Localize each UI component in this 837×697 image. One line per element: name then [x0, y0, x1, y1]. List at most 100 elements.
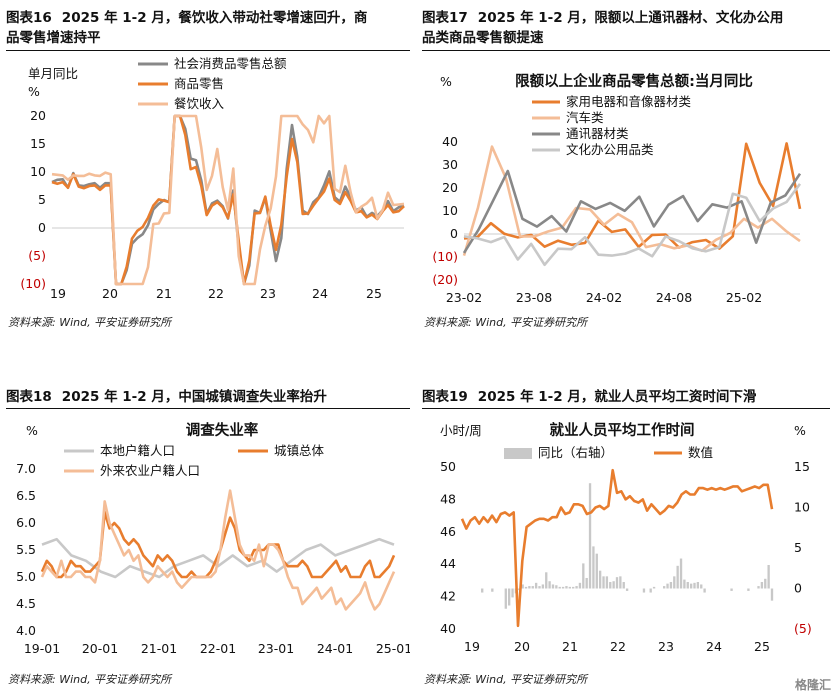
bar: [504, 588, 507, 609]
panel-16: 图表16 2025 年 1-2 月，餐饮收入带动社零增速回升，商 品零售增速持平 …: [6, 8, 410, 338]
panel-16-title-line1: 2025 年 1-2 月，餐饮收入带动社零增速回升，商: [61, 10, 368, 26]
bar: [609, 582, 612, 589]
bar: [588, 483, 592, 589]
bar: [592, 546, 595, 589]
legend-label: 同比（右轴）: [538, 445, 613, 460]
y-tick-label: 42: [440, 589, 456, 604]
bar: [770, 588, 774, 601]
series-line: [463, 183, 802, 267]
bar: [538, 586, 541, 589]
x-tick-label: 23-02: [446, 290, 482, 305]
x-tick-label: 22-01: [200, 641, 236, 656]
y-tick-label: 10: [442, 203, 458, 218]
panel-19-label: 图表19: [422, 389, 468, 405]
bar: [521, 584, 524, 589]
chart-17: 限额以上企业商品零售总额:当月同比% 40 30 20 10 0 (10) (20) 23-02…: [422, 54, 830, 312]
legend-label: 本地户籍人口: [100, 443, 175, 458]
bar: [686, 582, 689, 589]
panel-19-title: 2025 年 1-2 月，就业人员平均工资时间下滑: [477, 389, 757, 405]
watermark-logo: 格隆汇: [795, 676, 831, 693]
panel-17-title-line2: 品类商品零售额提速: [422, 30, 544, 46]
bar: [568, 586, 571, 589]
legend-swatch: [504, 448, 532, 459]
x-tick-label: 20: [102, 286, 118, 301]
bar: [558, 586, 561, 589]
bar: [582, 563, 585, 589]
bar: [508, 588, 511, 606]
x-tick-label: 25: [754, 639, 770, 654]
bar: [666, 583, 669, 589]
panel-17-label: 图表17: [422, 10, 468, 26]
bar: [602, 576, 605, 589]
bar: [585, 577, 588, 589]
bar: [528, 586, 531, 589]
bar: [605, 576, 609, 589]
bar: [561, 586, 565, 589]
y-axis-label: %: [28, 84, 40, 99]
x-tick-label: 19: [50, 286, 66, 301]
panel-17: 图表17 2025 年 1-2 月，限额以上通讯器材、文化办公用 品类商品零售额提…: [422, 8, 830, 338]
y-tick-label: 50: [440, 459, 456, 474]
y-tick-label: 5.5: [16, 542, 36, 557]
bar: [565, 586, 568, 589]
y-tick-label: 10: [30, 164, 46, 179]
bar: [511, 588, 514, 598]
y-tick-label: 0: [38, 220, 46, 235]
y-tick-label: 4.0: [16, 623, 36, 638]
series-line: [462, 169, 802, 254]
bar: [696, 582, 700, 589]
bar: [642, 588, 646, 593]
bar: [689, 583, 693, 589]
panel-18-label: 图表18: [6, 389, 52, 405]
y-tick-label: 0: [450, 226, 458, 241]
bar: [551, 584, 555, 589]
panel-17-header: 图表17 2025 年 1-2 月，限额以上通讯器材、文化办公用 品类商品零售额提…: [422, 8, 830, 51]
bar: [598, 570, 602, 589]
legend-label: 餐饮收入: [174, 96, 225, 111]
x-tick-label: 24: [312, 286, 328, 301]
y-tick-label: 40: [442, 134, 458, 149]
bar: [541, 584, 545, 589]
bar: [663, 586, 666, 589]
y-right-tick-label: 0: [794, 581, 802, 596]
bar: [619, 576, 622, 589]
bar: [572, 586, 575, 589]
y-tick-label: 6.0: [16, 515, 36, 530]
bar: [481, 588, 484, 593]
y-axis-label: 小时/周: [440, 423, 482, 438]
y-tick-label: 15: [30, 136, 46, 151]
x-tick-label: 21-01: [141, 641, 177, 656]
y-tick-label: 48: [440, 491, 456, 506]
chart-title: 就业人员平均工作时间: [550, 421, 695, 439]
bar: [649, 588, 652, 593]
x-tick-label: 25-01: [376, 641, 410, 656]
bar: [595, 553, 598, 589]
legend-label: 文化办公用品类: [566, 142, 654, 157]
x-tick-label: 19: [464, 639, 480, 654]
y-tick-label: 7.0: [16, 461, 36, 476]
y-right-tick-label: (5): [794, 621, 812, 636]
chart-19: 就业人员平均工作时间 小时/周% 50 48 46 44 42 40 15 10 5 0 (5) 19 20…: [422, 413, 830, 671]
panel-17-title-line1: 2025 年 1-2 月，限额以上通讯器材、文化办公用: [477, 10, 784, 26]
y-axis-label: %: [440, 74, 452, 89]
y-tick-label: 44: [440, 556, 456, 571]
x-tick-label: 22: [208, 286, 224, 301]
y-right-tick-label: 10: [794, 500, 810, 515]
y-tick-label: (10): [20, 276, 46, 291]
x-tick-label: 24: [706, 639, 722, 654]
x-tick-label: 23-08: [516, 290, 552, 305]
y-tick-label: 5: [38, 192, 46, 207]
bar: [764, 578, 767, 589]
panel-16-label: 图表16: [6, 10, 52, 26]
y-right-tick-label: 5: [794, 540, 802, 555]
y-tick-label: 20: [30, 108, 46, 123]
y-axis-label: %: [26, 423, 38, 438]
bar: [703, 588, 706, 593]
bar: [652, 586, 656, 589]
chart-18: 调查失业率% 7.0 6.5 6.0 5.5 5.0 4.5 4.0 19-01 20-01 21-…: [6, 413, 410, 671]
x-tick-label: 19-01: [24, 641, 60, 656]
legend-label: 商品零售: [174, 76, 224, 91]
y-axis-label: 单月同比: [28, 66, 78, 81]
legend-label: 城镇总体: [274, 443, 325, 458]
bar: [673, 576, 676, 589]
